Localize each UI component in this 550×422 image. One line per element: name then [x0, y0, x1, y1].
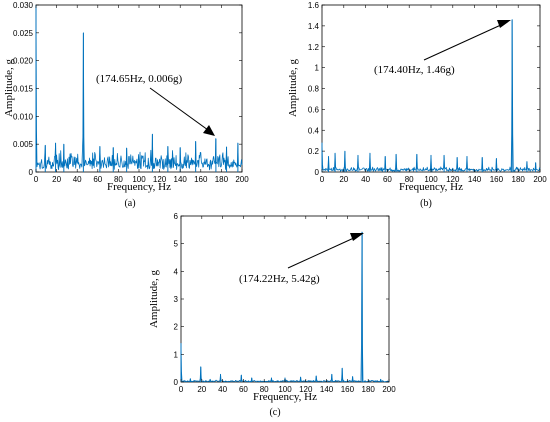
y-axis-label: Amplitude, g	[287, 58, 299, 117]
x-axis-label: Frequency, Hz	[399, 181, 463, 193]
x-tick-label: 60	[383, 175, 392, 184]
x-tick-label: 160	[341, 385, 355, 394]
x-tick-label: 140	[320, 385, 334, 394]
y-ticks: 0 0.005 0.010 0.015 0.020 0.025 0.030	[13, 1, 242, 177]
annotation-arrow	[149, 87, 209, 131]
x-ticks: 0 20 40 60 80 100 120 140 160 180 200	[34, 5, 249, 184]
x-tick-label: 180	[215, 175, 229, 184]
annotation-arrowhead	[497, 20, 511, 28]
panel-a: 0 0.005 0.010 0.015 0.020 0.025 0.030 0 20 40 60 8…	[3, 1, 249, 209]
y-axis-label: Amplitude, g	[148, 269, 160, 328]
x-tick-label: 80	[260, 385, 269, 394]
x-tick-label: 60	[93, 175, 102, 184]
x-tick-label: 20	[52, 175, 61, 184]
x-tick-label: 200	[382, 385, 396, 394]
panel-label: (a)	[124, 198, 135, 209]
plot-area-frame	[35, 4, 243, 173]
x-tick-label: 200	[533, 175, 547, 184]
x-tick-label: 140	[174, 175, 188, 184]
x-axis-label: Frequency, Hz	[253, 391, 317, 403]
x-tick-label: 140	[468, 175, 482, 184]
y-tick-label: 0	[29, 168, 34, 177]
panel-c: 0 1 2 3 4 5 6 0 20 40 60 80 100 120 140 160 180 200 Freq…	[148, 212, 396, 418]
y-tick-label: 0.2	[308, 147, 320, 156]
x-tick-label: 40	[218, 385, 227, 394]
peak-annotation: (174.22Hz, 5.42g)	[239, 273, 320, 285]
x-tick-label: 160	[490, 175, 504, 184]
spectrum-series	[321, 19, 541, 172]
y-tick-label: 6	[174, 212, 179, 221]
spectrum-line	[321, 19, 541, 172]
y-tick-label: 0.6	[308, 105, 320, 114]
plot-area-frame	[180, 215, 390, 383]
x-tick-label: 0	[179, 385, 184, 394]
x-axis-label: Frequency, Hz	[107, 181, 171, 193]
spectrum-series	[35, 4, 243, 172]
y-tick-label: 0	[174, 378, 179, 387]
panel-label: (c)	[269, 407, 280, 418]
y-tick-label: 2	[174, 323, 179, 332]
peak-annotation: (174.40Hz, 1.46g)	[374, 64, 455, 76]
y-tick-label: 0.015	[13, 85, 34, 94]
x-tick-label: 80	[405, 175, 414, 184]
x-ticks: 0 20 40 60 80 100 120 140 160 180 200	[179, 216, 396, 394]
y-tick-label: 0.025	[13, 29, 34, 38]
y-tick-label: 0.4	[308, 126, 320, 135]
x-tick-label: 40	[73, 175, 82, 184]
x-tick-label: 100	[278, 385, 292, 394]
y-ticks: 0 0.2 0.4 0.6 0.8 1 1.2 1.4 1.6	[308, 1, 540, 177]
y-tick-label: 0.010	[13, 112, 34, 121]
x-tick-label: 120	[299, 385, 313, 394]
x-ticks: 0 20 40 60 80 100 120 140 160 180 200	[320, 5, 547, 184]
x-tick-label: 60	[239, 385, 248, 394]
x-tick-label: 180	[362, 385, 376, 394]
y-tick-label: 1	[315, 64, 320, 73]
x-tick-label: 0	[320, 175, 325, 184]
y-ticks: 0 1 2 3 4 5 6	[174, 212, 389, 387]
y-tick-label: 0	[315, 168, 320, 177]
x-tick-label: 80	[114, 175, 123, 184]
x-tick-label: 0	[34, 175, 39, 184]
x-tick-label: 180	[512, 175, 526, 184]
y-tick-label: 0.020	[13, 57, 34, 66]
annotation-arrow	[287, 236, 357, 269]
spectrum-line	[35, 4, 243, 171]
y-axis-label: Amplitude, g	[3, 58, 15, 117]
y-tick-label: 1.4	[308, 22, 320, 31]
y-tick-label: 0.030	[13, 1, 34, 10]
panel-b: 0 0.2 0.4 0.6 0.8 1 1.2 1.4 1.6 0 20 40 60 80 100 120 1…	[287, 1, 547, 209]
y-tick-label: 1.2	[308, 43, 320, 52]
x-tick-label: 20	[339, 175, 348, 184]
y-tick-label: 0.8	[308, 85, 320, 94]
x-tick-label: 160	[194, 175, 208, 184]
x-tick-label: 200	[235, 175, 249, 184]
y-tick-label: 5	[174, 240, 179, 249]
plot-area-frame	[321, 4, 541, 173]
y-tick-label: 3	[174, 295, 179, 304]
y-tick-label: 1	[174, 350, 179, 359]
x-tick-label: 120	[446, 175, 460, 184]
x-tick-label: 40	[361, 175, 370, 184]
y-tick-label: 4	[174, 267, 179, 276]
panel-label: (b)	[420, 198, 432, 209]
x-tick-label: 100	[424, 175, 438, 184]
x-tick-label: 120	[153, 175, 167, 184]
spectrum-line	[180, 231, 390, 383]
x-tick-label: 100	[132, 175, 146, 184]
y-tick-label: 0.005	[13, 140, 34, 149]
x-tick-label: 20	[197, 385, 206, 394]
peak-annotation: (174.65Hz, 0.006g)	[96, 73, 182, 85]
spectrum-series	[180, 231, 390, 383]
annotation-arrowhead	[350, 233, 364, 241]
y-tick-label: 1.6	[308, 1, 320, 10]
annotation-arrow	[423, 23, 504, 61]
annotation-arrowhead	[203, 125, 215, 136]
